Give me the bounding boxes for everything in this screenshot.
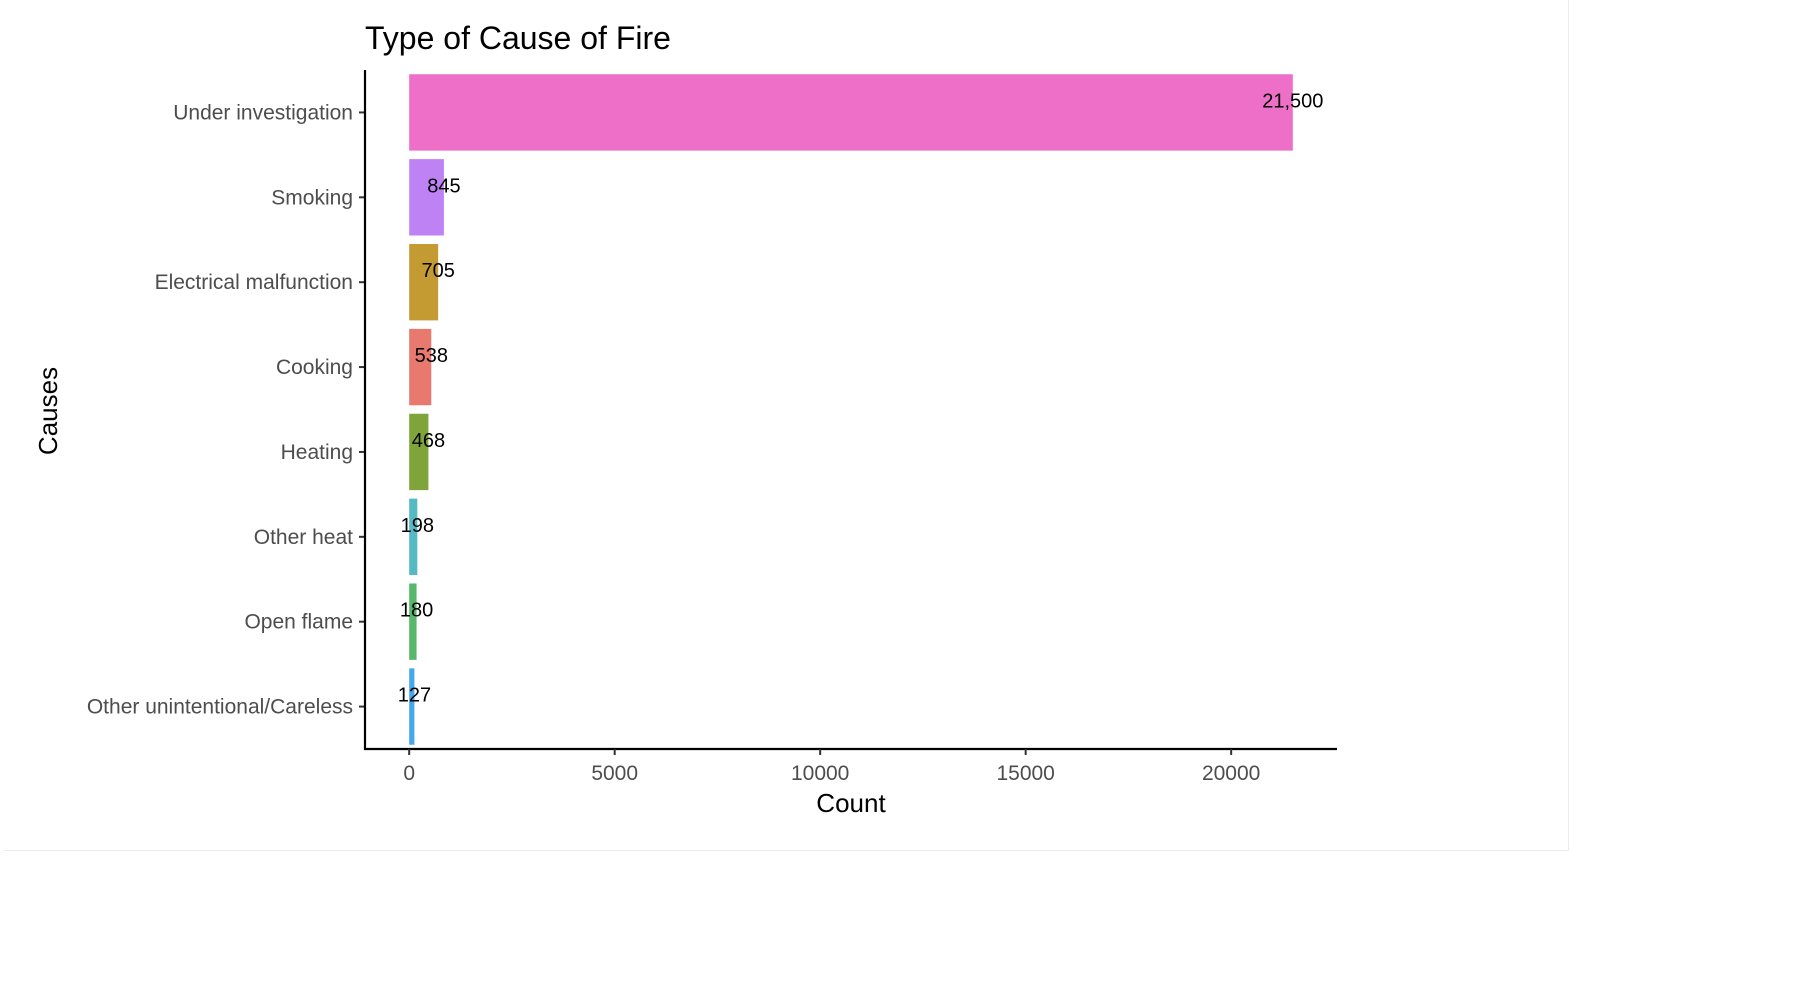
bar: [409, 413, 429, 491]
y-tick-label: Smoking: [271, 186, 353, 209]
x-tick-label: 0: [403, 762, 415, 785]
bar: [409, 328, 432, 406]
bar-chart: Type of Cause of Fire 21,500 845 705 538 468…: [33, 20, 1337, 818]
data-label: 180: [400, 600, 433, 622]
y-tick-label: Electrical malfunction: [155, 271, 353, 294]
x-tick-label: 5000: [591, 762, 638, 785]
bar: [409, 159, 444, 236]
bar: [409, 243, 439, 321]
bar: [409, 668, 415, 745]
x-tick-label: 20000: [1202, 762, 1260, 785]
x-axis-title: Count: [816, 788, 886, 818]
y-tick-label: Open flame: [244, 611, 353, 634]
x-axis: 0 5000 10000 15000 20000: [364, 747, 1337, 785]
y-axis: Under investigation Smoking Electrical mal…: [87, 70, 367, 750]
bar: [409, 583, 417, 660]
x-tick-label: 10000: [791, 762, 849, 785]
y-tick-label: Cooking: [276, 356, 353, 379]
data-label: 538: [415, 345, 448, 367]
data-labels-layer: 21,500 845 705 538 468 198 180 127: [398, 90, 1324, 706]
y-tick-label: Other heat: [254, 526, 353, 549]
y-tick-label: Under investigation: [173, 101, 353, 124]
bars-layer: [409, 74, 1293, 745]
bar: [409, 498, 418, 576]
y-tick-label: Other unintentional/Careless: [87, 696, 353, 719]
y-tick-label: Heating: [281, 441, 353, 464]
bar: [409, 74, 1293, 151]
chart-title: Type of Cause of Fire: [365, 20, 671, 56]
y-axis-title: Causes: [33, 367, 63, 455]
data-label: 705: [421, 260, 454, 282]
data-label: 198: [401, 515, 434, 537]
data-label: 845: [427, 175, 460, 197]
data-label: 127: [398, 685, 431, 707]
x-tick-label: 15000: [996, 762, 1054, 785]
chart-frame: Type of Cause of Fire 21,500 845 705 538 468…: [4, 0, 1569, 851]
data-label: 468: [412, 430, 445, 452]
data-label: 21,500: [1262, 90, 1323, 112]
